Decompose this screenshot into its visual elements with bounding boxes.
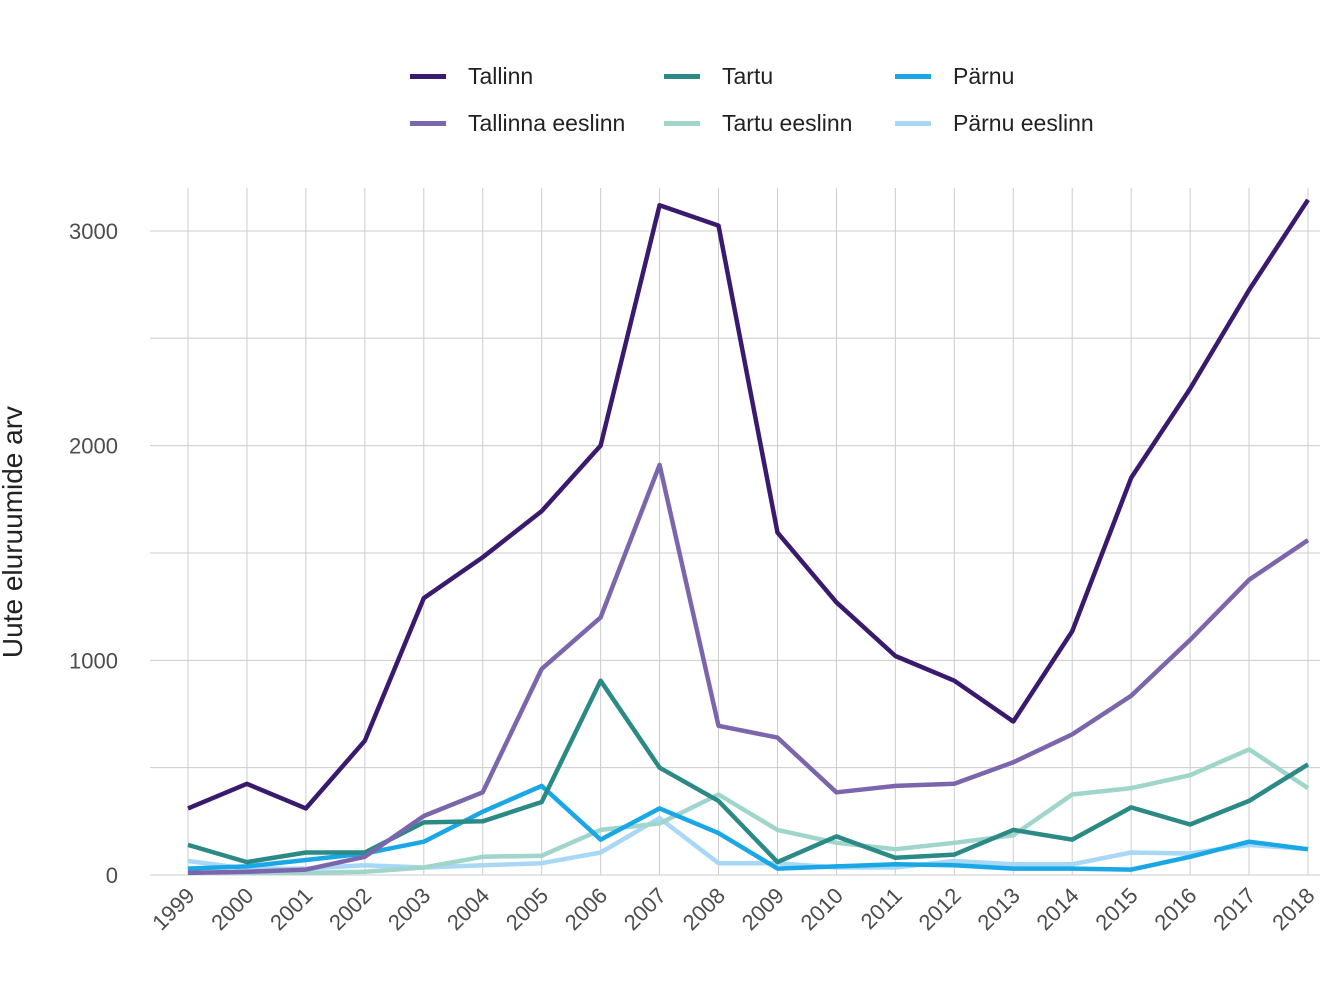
series-line-tallinna-eeslinn xyxy=(187,462,1310,876)
y-axis-ticks: 0 1000 2000 3000 xyxy=(69,219,118,888)
x-tick-label: 2013 xyxy=(973,883,1025,935)
x-tick-label: 2005 xyxy=(501,883,553,935)
x-tick-label: 2001 xyxy=(265,883,317,935)
x-tick-label: 2000 xyxy=(206,883,258,935)
legend-label: Tartu xyxy=(722,62,774,89)
x-tick-label: 2018 xyxy=(1267,883,1319,935)
legend-swatch xyxy=(664,120,700,126)
legend: Tallinn Tartu Pärnu Tallinna eeslinn Tartu e… xyxy=(410,58,1130,148)
x-axis-ticks: 1999 2000 2001 2002 2003 2004 2005 2006 2007 2008… xyxy=(147,883,1319,935)
x-tick-label: 2014 xyxy=(1031,883,1083,935)
legend-swatch xyxy=(895,120,931,126)
y-tick-label: 1000 xyxy=(69,648,118,673)
y-tick-label: 2000 xyxy=(69,434,118,459)
x-tick-label: 2017 xyxy=(1208,883,1260,935)
x-tick-label: 1999 xyxy=(147,883,199,935)
series-line-pärnu-eeslinn xyxy=(187,815,1309,871)
legend-label: Tartu eeslinn xyxy=(722,109,853,136)
x-tick-label: 2010 xyxy=(796,883,848,935)
x-tick-label: 2009 xyxy=(737,883,789,935)
x-tick-label: 2007 xyxy=(619,883,671,935)
series-line-tartu-eeslinn xyxy=(188,747,1310,876)
legend-swatch xyxy=(410,73,446,79)
legend-label: Pärnu xyxy=(953,62,1015,89)
series-line-tartu xyxy=(187,678,1310,865)
legend-label: Tallinna eeslinn xyxy=(468,109,626,136)
legend-item: Pärnu xyxy=(895,61,1014,91)
x-tick-label: 2004 xyxy=(442,883,494,935)
x-tick-label: 2008 xyxy=(678,883,730,935)
legend-swatch xyxy=(664,73,700,79)
y-tick-label: 3000 xyxy=(69,219,118,244)
x-tick-label: 2016 xyxy=(1149,883,1201,935)
x-tick-label: 2011 xyxy=(856,883,907,934)
x-tick-label: 2006 xyxy=(560,883,612,935)
series-lines xyxy=(187,198,1310,876)
x-tick-label: 2003 xyxy=(383,883,435,935)
x-tick-label: 2002 xyxy=(324,883,376,935)
legend-swatch xyxy=(410,120,446,126)
legend-item: Tallinna eeslinn xyxy=(410,108,625,138)
y-axis-title: Uute eluruumide arv xyxy=(0,406,28,658)
legend-label: Pärnu eeslinn xyxy=(953,109,1094,136)
legend-label: Tallinn xyxy=(468,62,534,89)
legend-item: Pärnu eeslinn xyxy=(895,108,1094,138)
x-tick-label: 2012 xyxy=(914,883,966,935)
grid xyxy=(150,188,1320,876)
y-tick-label: 0 xyxy=(106,863,118,888)
legend-swatch xyxy=(895,73,931,79)
legend-item: Tartu xyxy=(664,61,773,91)
legend-item: Tallinn xyxy=(410,61,533,91)
x-tick-label: 2015 xyxy=(1090,883,1142,935)
legend-item: Tartu eeslinn xyxy=(664,108,852,138)
series-line-tallinn xyxy=(187,198,1310,811)
